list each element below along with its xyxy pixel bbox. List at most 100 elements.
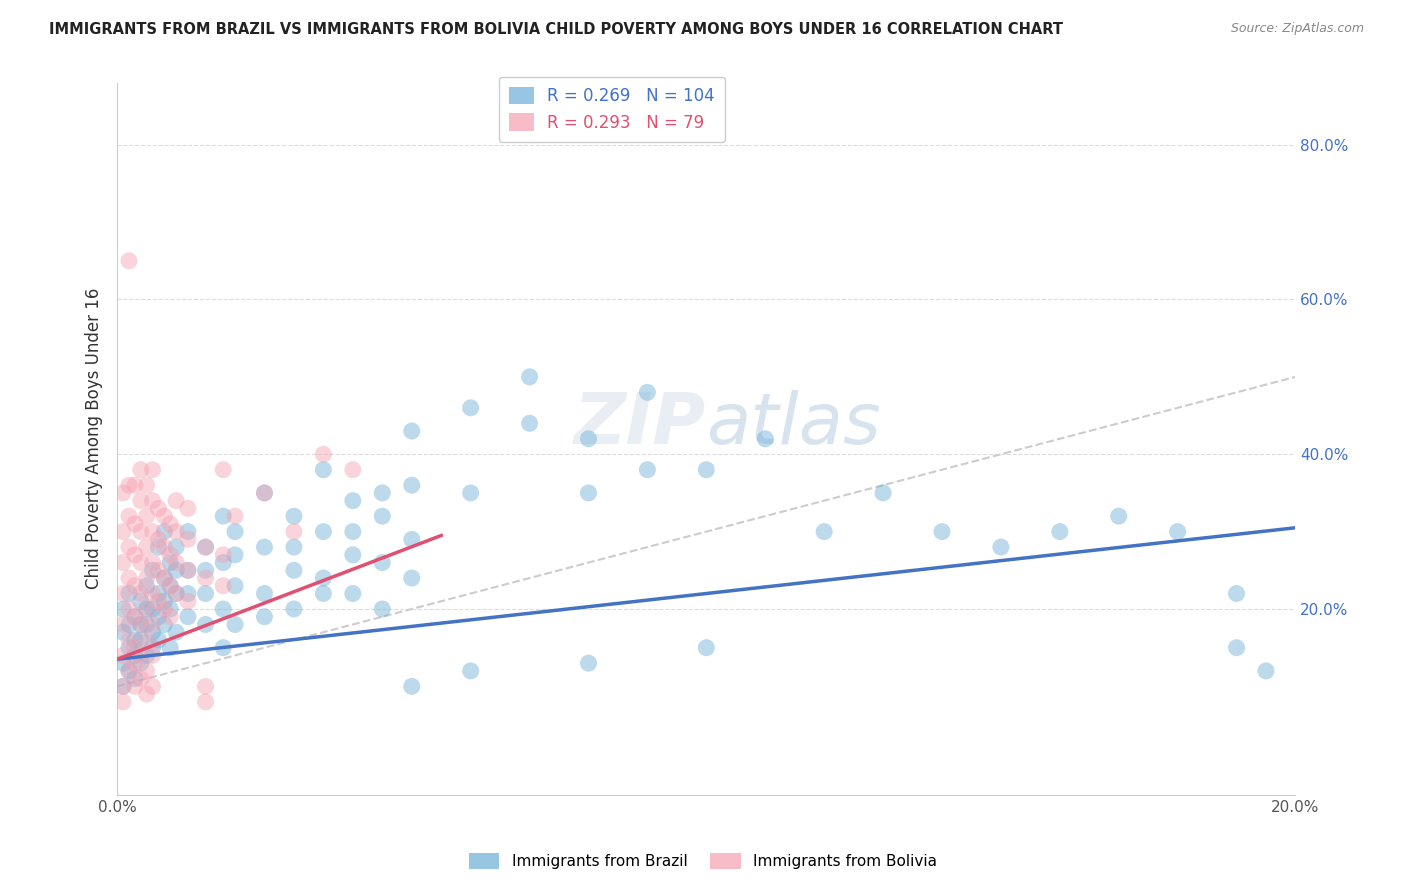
Point: [118, 664, 141, 678]
Point: [112, 486, 135, 500]
Point: [1254, 664, 1277, 678]
Point: [578, 486, 600, 500]
Point: [148, 609, 170, 624]
Point: [141, 493, 163, 508]
Point: [212, 463, 235, 477]
Point: [135, 687, 157, 701]
Point: [112, 586, 135, 600]
Point: [460, 664, 482, 678]
Point: [135, 602, 157, 616]
Point: [872, 486, 894, 500]
Point: [141, 640, 163, 655]
Point: [177, 586, 200, 600]
Point: [129, 556, 152, 570]
Point: [118, 509, 141, 524]
Point: [112, 602, 135, 616]
Point: [165, 556, 187, 570]
Point: [129, 632, 152, 647]
Point: [129, 648, 152, 663]
Point: [112, 524, 135, 539]
Point: [129, 524, 152, 539]
Point: [135, 571, 157, 585]
Point: [153, 571, 176, 585]
Point: [148, 563, 170, 577]
Point: [124, 648, 146, 663]
Point: [194, 679, 217, 693]
Point: [112, 648, 135, 663]
Point: [371, 486, 394, 500]
Point: [1167, 524, 1189, 539]
Point: [135, 632, 157, 647]
Point: [135, 617, 157, 632]
Point: [159, 640, 181, 655]
Point: [159, 556, 181, 570]
Legend: Immigrants from Brazil, Immigrants from Bolivia: Immigrants from Brazil, Immigrants from …: [463, 847, 943, 875]
Point: [112, 679, 135, 693]
Text: Source: ZipAtlas.com: Source: ZipAtlas.com: [1230, 22, 1364, 36]
Point: [153, 524, 176, 539]
Point: [1225, 640, 1247, 655]
Point: [124, 609, 146, 624]
Point: [148, 632, 170, 647]
Point: [224, 617, 246, 632]
Point: [212, 579, 235, 593]
Point: [283, 540, 305, 554]
Point: [118, 602, 141, 616]
Point: [371, 602, 394, 616]
Point: [312, 524, 335, 539]
Legend: R = 0.269   N = 104, R = 0.293   N = 79: R = 0.269 N = 104, R = 0.293 N = 79: [499, 77, 725, 142]
Point: [124, 478, 146, 492]
Point: [141, 556, 163, 570]
Point: [124, 679, 146, 693]
Point: [165, 563, 187, 577]
Point: [312, 586, 335, 600]
Point: [141, 602, 163, 616]
Point: [118, 586, 141, 600]
Point: [148, 586, 170, 600]
Point: [118, 478, 141, 492]
Point: [224, 524, 246, 539]
Point: [135, 540, 157, 554]
Point: [153, 602, 176, 616]
Point: [177, 501, 200, 516]
Point: [312, 463, 335, 477]
Point: [124, 640, 146, 655]
Point: [141, 617, 163, 632]
Point: [153, 617, 176, 632]
Point: [194, 540, 217, 554]
Point: [129, 617, 152, 632]
Point: [194, 617, 217, 632]
Point: [112, 625, 135, 640]
Point: [1049, 524, 1071, 539]
Point: [283, 524, 305, 539]
Point: [112, 556, 135, 570]
Point: [135, 509, 157, 524]
Point: [194, 540, 217, 554]
Point: [212, 556, 235, 570]
Point: [194, 695, 217, 709]
Point: [135, 579, 157, 593]
Point: [148, 501, 170, 516]
Point: [401, 424, 423, 438]
Point: [636, 385, 658, 400]
Point: [129, 586, 152, 600]
Point: [153, 509, 176, 524]
Point: [159, 602, 181, 616]
Point: [141, 524, 163, 539]
Point: [141, 586, 163, 600]
Point: [813, 524, 835, 539]
Point: [253, 586, 276, 600]
Point: [165, 586, 187, 600]
Point: [212, 640, 235, 655]
Point: [212, 548, 235, 562]
Point: [129, 672, 152, 686]
Point: [124, 516, 146, 531]
Point: [401, 478, 423, 492]
Point: [194, 563, 217, 577]
Point: [695, 640, 717, 655]
Point: [177, 563, 200, 577]
Point: [224, 548, 246, 562]
Point: [636, 463, 658, 477]
Point: [312, 571, 335, 585]
Point: [1225, 586, 1247, 600]
